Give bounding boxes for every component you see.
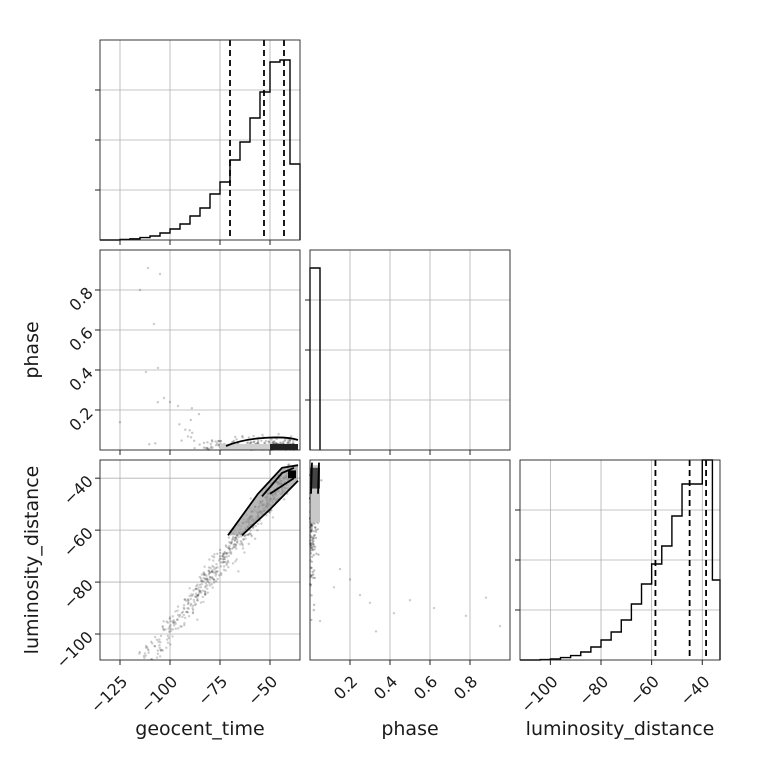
y-axis-label-phase: phase bbox=[21, 321, 43, 378]
scatter-points bbox=[118, 266, 295, 452]
x-axis-label-geocent_time: geocent_time bbox=[135, 718, 264, 740]
x-tick-label: 0.8 bbox=[450, 672, 481, 703]
density-core bbox=[310, 467, 320, 489]
x-tick-label: −100 bbox=[137, 672, 182, 717]
density-core bbox=[288, 470, 296, 479]
y-axis-label-luminosity_distance: luminosity_distance bbox=[21, 466, 43, 655]
panel-hist-geocent_time bbox=[95, 39, 301, 245]
x-axis-label-luminosity_distance: luminosity_distance bbox=[526, 718, 715, 740]
axes-frame bbox=[99, 459, 301, 661]
x-tick-label: 0.4 bbox=[370, 672, 401, 703]
axes-frame bbox=[99, 39, 301, 241]
x-tick-label: −100 bbox=[517, 672, 562, 717]
x-tick-label: −60 bbox=[626, 672, 663, 709]
panel-scatter-ld-vs-geocent_time: −125 −100 −75 −50 −40 −60 −80 −100 bbox=[52, 459, 301, 717]
y-tick-label: 0.2 bbox=[65, 403, 96, 434]
contour-line bbox=[227, 464, 299, 536]
x-tick-label: 0.6 bbox=[410, 672, 441, 703]
x-tick-label: −75 bbox=[194, 672, 231, 709]
axes-frame bbox=[309, 459, 511, 661]
x-axis-label-phase: phase bbox=[381, 718, 438, 740]
y-tick-label: −60 bbox=[59, 523, 96, 560]
panel-hist-luminosity_distance: −100 −80 −60 −40 bbox=[515, 459, 721, 717]
y-tick-label: −100 bbox=[52, 627, 97, 672]
x-tick-label: −40 bbox=[676, 672, 713, 709]
x-tick-label: −80 bbox=[575, 672, 612, 709]
axes-frame bbox=[99, 249, 301, 451]
density-fill bbox=[228, 465, 298, 536]
histogram-step bbox=[100, 59, 301, 241]
density-band bbox=[220, 444, 298, 450]
density-band bbox=[310, 465, 320, 523]
y-tick-label: 0.4 bbox=[65, 363, 96, 394]
contour-line bbox=[225, 436, 299, 447]
scatter-points bbox=[308, 471, 502, 633]
axes-frame bbox=[519, 459, 721, 661]
panel-hist-phase bbox=[305, 249, 511, 455]
histogram-step bbox=[309, 267, 321, 450]
density-core bbox=[270, 444, 298, 450]
x-tick-label: 0.2 bbox=[330, 672, 361, 703]
contour-line bbox=[310, 462, 320, 494]
y-tick-label: −40 bbox=[59, 472, 96, 509]
contour-line bbox=[261, 466, 295, 497]
panel-scatter-phase-vs-geocent_time: 0.2 0.4 0.6 0.8 bbox=[65, 249, 301, 455]
panel-scatter-ld-vs-phase: 0.2 0.4 0.6 0.8 bbox=[308, 459, 511, 703]
x-tick-label: −125 bbox=[87, 672, 132, 717]
x-tick-label: −50 bbox=[244, 672, 281, 709]
axes-frame bbox=[309, 249, 511, 451]
y-tick-label: 0.6 bbox=[65, 323, 96, 354]
y-tick-label: −80 bbox=[59, 575, 96, 612]
y-tick-label: 0.8 bbox=[65, 283, 96, 314]
